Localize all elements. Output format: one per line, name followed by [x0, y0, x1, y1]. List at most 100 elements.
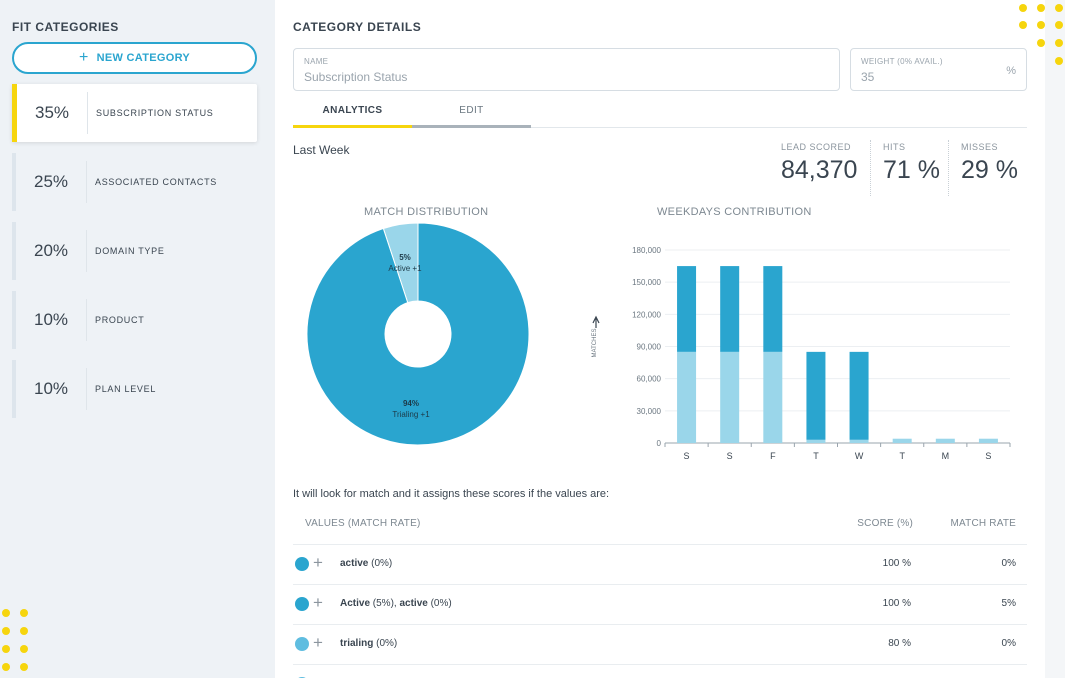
bar-segment: [677, 351, 697, 443]
sidebar-item-domain-type[interactable]: 20% DOMAIN TYPE: [12, 222, 257, 280]
stat-value: 84,370: [781, 156, 858, 184]
value-name: Active (5%), active (0%): [340, 598, 452, 609]
value-color-dot: [295, 597, 309, 611]
x-tick-label: M: [942, 451, 950, 461]
column-header-score: SCORE (%): [857, 518, 913, 529]
add-icon[interactable]: +: [313, 633, 323, 652]
bar-segment: [720, 351, 740, 443]
stat-divider: [870, 140, 871, 196]
stat-value: 29 %: [961, 156, 1018, 184]
stat-label: HITS: [883, 142, 906, 152]
table-row: + trialing (0%) 80 % 0%: [293, 625, 1027, 665]
tab-bar: ANALYTICS EDIT: [293, 95, 1027, 128]
value-color-dot: [295, 637, 309, 651]
tab-analytics[interactable]: ANALYTICS: [293, 95, 412, 128]
value-match-rate: 0%: [1001, 558, 1016, 569]
active-indicator: [12, 84, 17, 142]
x-tick-label: T: [813, 451, 819, 461]
value-color-dot: [295, 557, 309, 571]
stat-lead-scored: LEAD SCORED 84,370: [781, 142, 857, 194]
weight-field-label: WEIGHT (0% AVAIL.): [861, 57, 943, 66]
match-distribution-title: MATCH DISTRIBUTION: [364, 206, 489, 218]
add-icon[interactable]: +: [313, 593, 323, 612]
category-label: PRODUCT: [95, 315, 145, 325]
stat-label: LEAD SCORED: [781, 142, 852, 152]
bar-segment: [763, 266, 783, 352]
divider: [86, 230, 87, 272]
bar-segment: [763, 351, 783, 443]
bar-segment: [935, 438, 955, 443]
scoring-description: It will look for match and it assigns th…: [293, 488, 610, 500]
value-score: 100 %: [882, 598, 911, 609]
value-score: 100 %: [882, 558, 911, 569]
x-tick-label: F: [770, 451, 776, 461]
y-tick-label: 30,000: [637, 407, 662, 416]
stat-misses: MISSES 29 %: [961, 142, 1018, 194]
category-weight: 25%: [33, 172, 69, 191]
bar-segment: [849, 439, 869, 443]
slice-pct-label: 5%: [399, 253, 411, 262]
item-indicator: [12, 360, 16, 418]
match-distribution-chart: 5% Active +1 94% Trialing +1: [307, 222, 530, 446]
arrow-up-icon: [592, 315, 600, 328]
slice-name-label: Active +1: [388, 264, 422, 273]
divider: [86, 161, 87, 203]
name-field-value: Subscription Status: [304, 70, 408, 84]
x-tick-label: S: [684, 451, 690, 461]
x-tick-label: W: [855, 451, 864, 461]
pie-slice: [307, 222, 530, 446]
sidebar-item-product[interactable]: 10% PRODUCT: [12, 291, 257, 349]
y-tick-label: 120,000: [632, 310, 661, 319]
value-name: trialing (0%): [340, 638, 398, 649]
weekdays-contribution-title: WEEKDAYS CONTRIBUTION: [657, 206, 812, 218]
value-name: active (0%): [340, 558, 393, 569]
name-field[interactable]: NAME Subscription Status: [293, 48, 840, 91]
x-tick-label: S: [985, 451, 991, 461]
y-tick-label: 60,000: [637, 375, 662, 384]
tab-edit[interactable]: EDIT: [412, 95, 531, 128]
stat-divider: [948, 140, 949, 196]
item-indicator: [12, 222, 16, 280]
item-indicator: [12, 153, 16, 211]
category-weight: 20%: [33, 241, 69, 260]
page-title: CATEGORY DETAILS: [293, 20, 422, 34]
weight-field[interactable]: WEIGHT (0% AVAIL.) 35 %: [850, 48, 1027, 91]
category-label: DOMAIN TYPE: [95, 246, 165, 256]
value-match-rate: 0%: [1001, 638, 1016, 649]
new-category-button[interactable]: + NEW CATEGORY: [12, 42, 257, 74]
new-category-label: NEW CATEGORY: [96, 52, 191, 64]
table-row: [293, 665, 1027, 678]
plus-icon: +: [78, 49, 89, 66]
category-weight: 35%: [34, 103, 70, 122]
add-icon[interactable]: +: [313, 553, 323, 572]
y-axis-label: MATCHES: [592, 329, 598, 358]
percent-unit: %: [1006, 65, 1016, 77]
bar-segment: [806, 439, 826, 443]
category-weight: 10%: [33, 310, 69, 329]
bar-segment: [978, 438, 998, 443]
name-field-label: NAME: [304, 57, 329, 66]
sidebar-item-associated-contacts[interactable]: 25% ASSOCIATED CONTACTS: [12, 153, 257, 211]
sidebar-item-subscription-status[interactable]: 35% SUBSCRIPTION STATUS: [12, 84, 257, 142]
period-label: Last Week: [293, 143, 350, 157]
category-label: SUBSCRIPTION STATUS: [96, 108, 214, 118]
table-row: + Active (5%), active (0%) 100 % 5%: [293, 585, 1027, 625]
slice-pct-label: 94%: [403, 399, 419, 408]
divider: [86, 368, 87, 410]
bar-segment: [677, 266, 697, 352]
weight-field-value: 35: [861, 70, 875, 84]
item-indicator: [12, 291, 16, 349]
sidebar-title: FIT CATEGORIES: [12, 20, 119, 34]
divider: [86, 299, 87, 341]
y-tick-label: 90,000: [637, 343, 662, 352]
slice-name-label: Trialing +1: [392, 410, 430, 419]
category-details-panel: CATEGORY DETAILS NAME Subscription Statu…: [275, 0, 1045, 678]
stat-label: MISSES: [961, 142, 999, 152]
y-tick-label: 0: [657, 439, 662, 448]
values-table-header: VALUES (MATCH RATE) SCORE (%) MATCH RATE: [293, 505, 1027, 545]
y-tick-label: 180,000: [632, 246, 661, 255]
x-tick-label: S: [727, 451, 733, 461]
sidebar-item-plan-level[interactable]: 10% PLAN LEVEL: [12, 360, 257, 418]
x-tick-label: T: [899, 451, 905, 461]
category-label: ASSOCIATED CONTACTS: [95, 177, 217, 187]
